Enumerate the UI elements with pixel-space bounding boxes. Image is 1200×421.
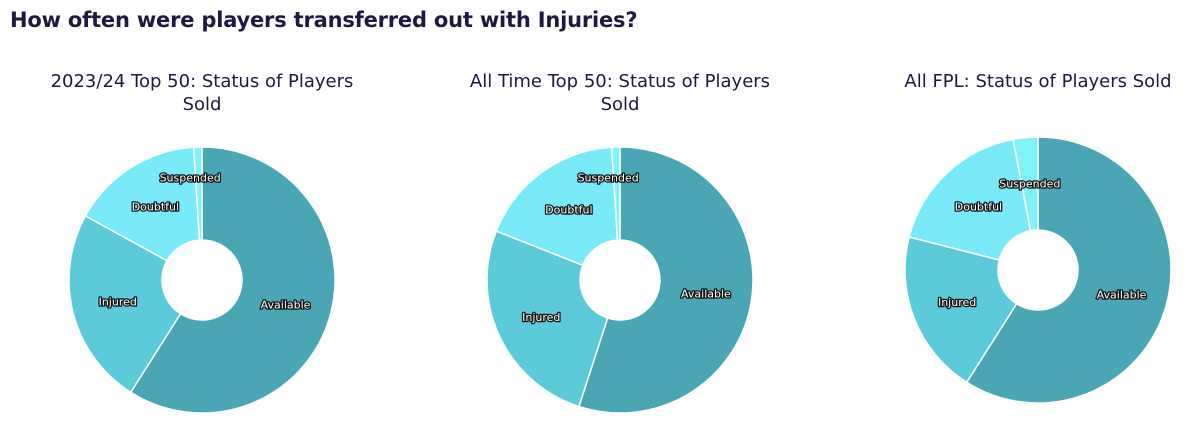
slice-injured — [486, 230, 609, 408]
chart-title-2023-24: 2023/24 Top 50: Status of Players Sold — [50, 71, 354, 115]
slice-available — [577, 146, 754, 414]
slice-label-available: Available — [261, 298, 311, 311]
chart-title-all-time: All Time Top 50: Status of Players Sold — [469, 71, 771, 115]
slice-suspended — [192, 146, 203, 241]
slice-label-doubtful: Doubtful — [545, 204, 592, 217]
slice-label-available: Available — [1097, 288, 1147, 301]
slice-suspended — [1012, 136, 1039, 232]
slice-suspended — [610, 146, 621, 241]
slice-injured — [904, 236, 1018, 384]
slice-doubtful — [84, 146, 201, 262]
slice-label-injured: Injured — [99, 296, 137, 309]
slice-doubtful — [908, 138, 1032, 261]
slice-available — [129, 146, 336, 414]
slice-label-doubtful: Doubtful — [955, 201, 1002, 214]
slice-label-suspended: Suspended — [999, 177, 1060, 190]
slice-label-suspended: Suspended — [160, 172, 221, 185]
chart-title-all-fpl: All FPL: Status of Players Sold — [904, 71, 1172, 92]
slice-label-doubtful: Doubtful — [132, 201, 179, 214]
slice-label-available: Available — [681, 288, 731, 301]
slice-injured — [68, 214, 182, 394]
slice-available — [965, 136, 1172, 404]
slice-label-injured: Injured — [522, 311, 560, 324]
slice-label-injured: Injured — [938, 296, 976, 309]
slice-label-suspended: Suspended — [578, 172, 639, 185]
slice-doubtful — [495, 146, 619, 267]
page-title: How often were players transferred out w… — [10, 8, 638, 32]
